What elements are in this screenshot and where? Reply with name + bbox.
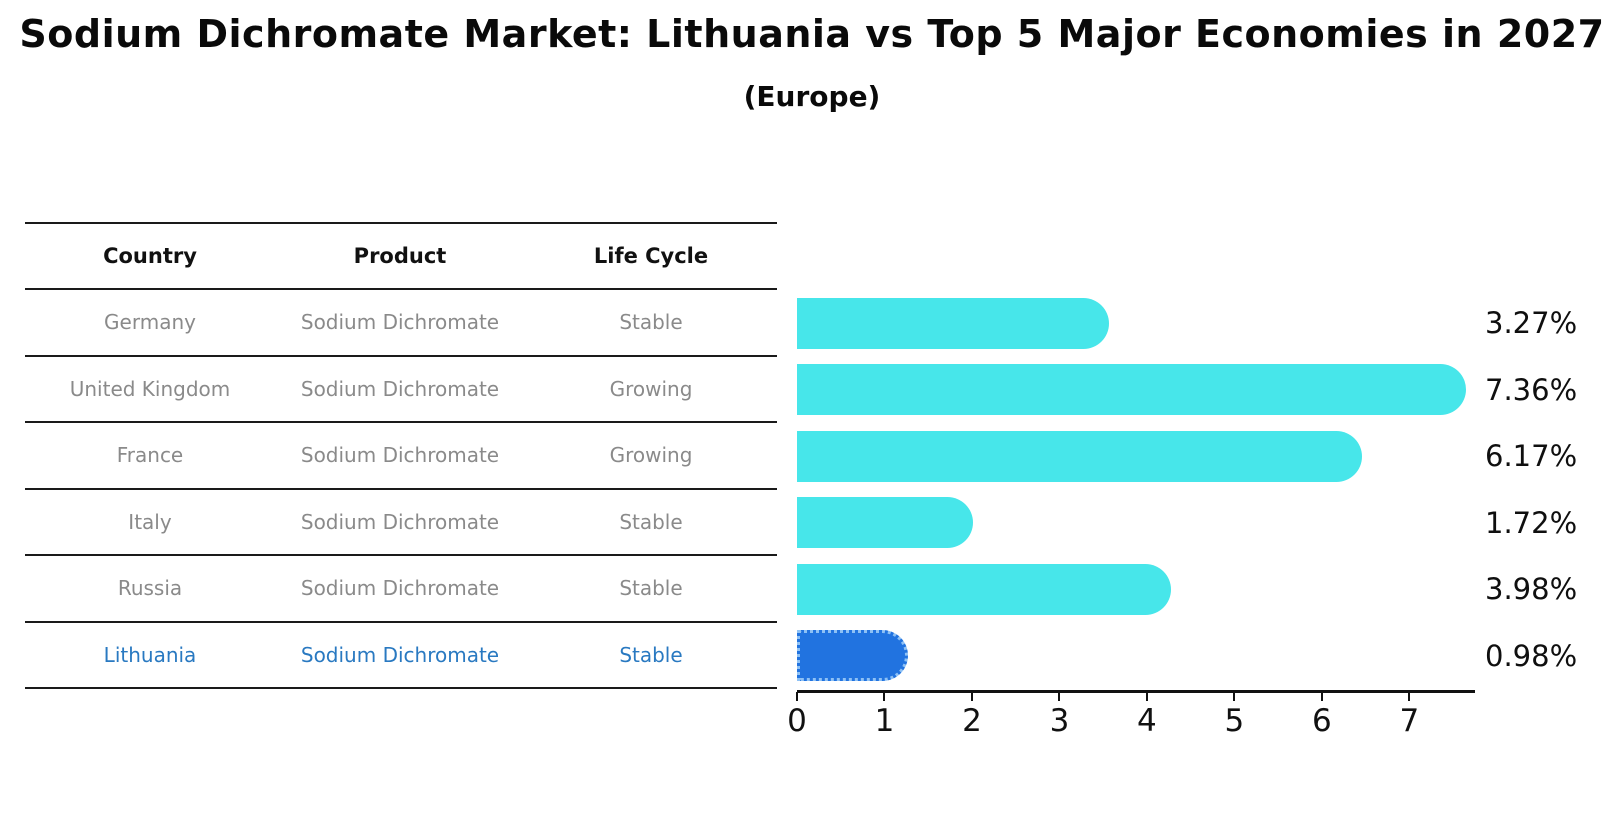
country-table: Country Product Life Cycle Germany Sodium… <box>25 222 777 689</box>
bar-value-label: 0.98% <box>1485 638 1578 673</box>
x-axis-tick-label: 7 <box>1399 703 1420 739</box>
bar-value-label: 6.17% <box>1485 439 1578 474</box>
x-axis-tick-label: 2 <box>962 703 982 739</box>
x-axis-line <box>797 690 1475 693</box>
x-axis-tick <box>1408 692 1411 701</box>
col-header-country: Country <box>103 244 197 268</box>
table-header-row: Country Product Life Cycle <box>25 224 777 290</box>
cell-life-cycle: Stable <box>619 310 683 335</box>
x-axis-tick <box>1320 692 1323 701</box>
cell-product: Sodium Dichromate <box>300 642 500 667</box>
cell-life-cycle: Growing <box>609 376 693 401</box>
x-axis-tick <box>796 692 798 701</box>
chart-subtitle: (Europe) <box>743 80 881 113</box>
x-axis-tick-label: 0 <box>787 703 807 739</box>
bar <box>797 364 1467 416</box>
cell-country: Lithuania <box>103 642 197 667</box>
x-axis-tick <box>1233 692 1236 701</box>
table-row: Italy Sodium Dichromate Stable <box>25 490 777 556</box>
x-axis-tick <box>883 692 886 701</box>
x-axis-tick <box>1145 692 1148 701</box>
bar <box>797 497 973 549</box>
cell-product: Sodium Dichromate <box>300 443 500 468</box>
x-axis-tick-label: 3 <box>1049 703 1070 739</box>
table-row: Russia Sodium Dichromate Stable <box>25 556 777 623</box>
bar <box>797 563 1171 615</box>
bar <box>797 430 1363 482</box>
cell-product: Sodium Dichromate <box>300 376 500 401</box>
col-header-life-cycle: Life Cycle <box>593 244 709 268</box>
x-axis-tick-label: 5 <box>1224 703 1245 739</box>
cell-country: Germany <box>104 310 196 335</box>
table-body: Germany Sodium Dichromate Stable United Kin… <box>25 290 777 689</box>
cell-product: Sodium Dichromate <box>300 509 500 534</box>
x-axis-tick <box>970 692 973 701</box>
cell-life-cycle: Stable <box>619 642 683 667</box>
x-axis-tick-label: 1 <box>874 703 895 739</box>
table-row: United Kingdom Sodium Dichromate Growing <box>25 357 777 423</box>
bar-value-label: 7.36% <box>1485 372 1578 407</box>
x-axis-tick <box>1058 692 1061 701</box>
cell-country: France <box>116 443 184 468</box>
cell-product: Sodium Dichromate <box>300 576 500 601</box>
table-row: Lithuania Sodium Dichromate Stable <box>25 623 777 689</box>
bar-value-label: 3.98% <box>1485 572 1578 607</box>
x-axis-tick-label: 4 <box>1137 703 1157 739</box>
table-row: France Sodium Dichromate Growing <box>25 423 777 490</box>
bar-value-label: 1.72% <box>1485 505 1578 540</box>
bar <box>797 297 1109 349</box>
cell-life-cycle: Stable <box>619 576 683 601</box>
cell-country: Italy <box>128 509 172 534</box>
x-axis-tick-label: 6 <box>1312 703 1332 739</box>
cell-product: Sodium Dichromate <box>300 310 500 335</box>
cell-life-cycle: Growing <box>609 443 693 468</box>
table-row: Germany Sodium Dichromate Stable <box>25 290 777 357</box>
cell-country: Russia <box>117 576 183 601</box>
chart-title: Sodium Dichromate Market: Lithuania vs T… <box>19 12 1605 56</box>
bar-highlight <box>797 630 909 682</box>
cell-life-cycle: Stable <box>619 509 683 534</box>
cell-country: United Kingdom <box>69 376 231 401</box>
col-header-product: Product <box>353 244 447 268</box>
bar-value-label: 3.27% <box>1485 306 1578 341</box>
